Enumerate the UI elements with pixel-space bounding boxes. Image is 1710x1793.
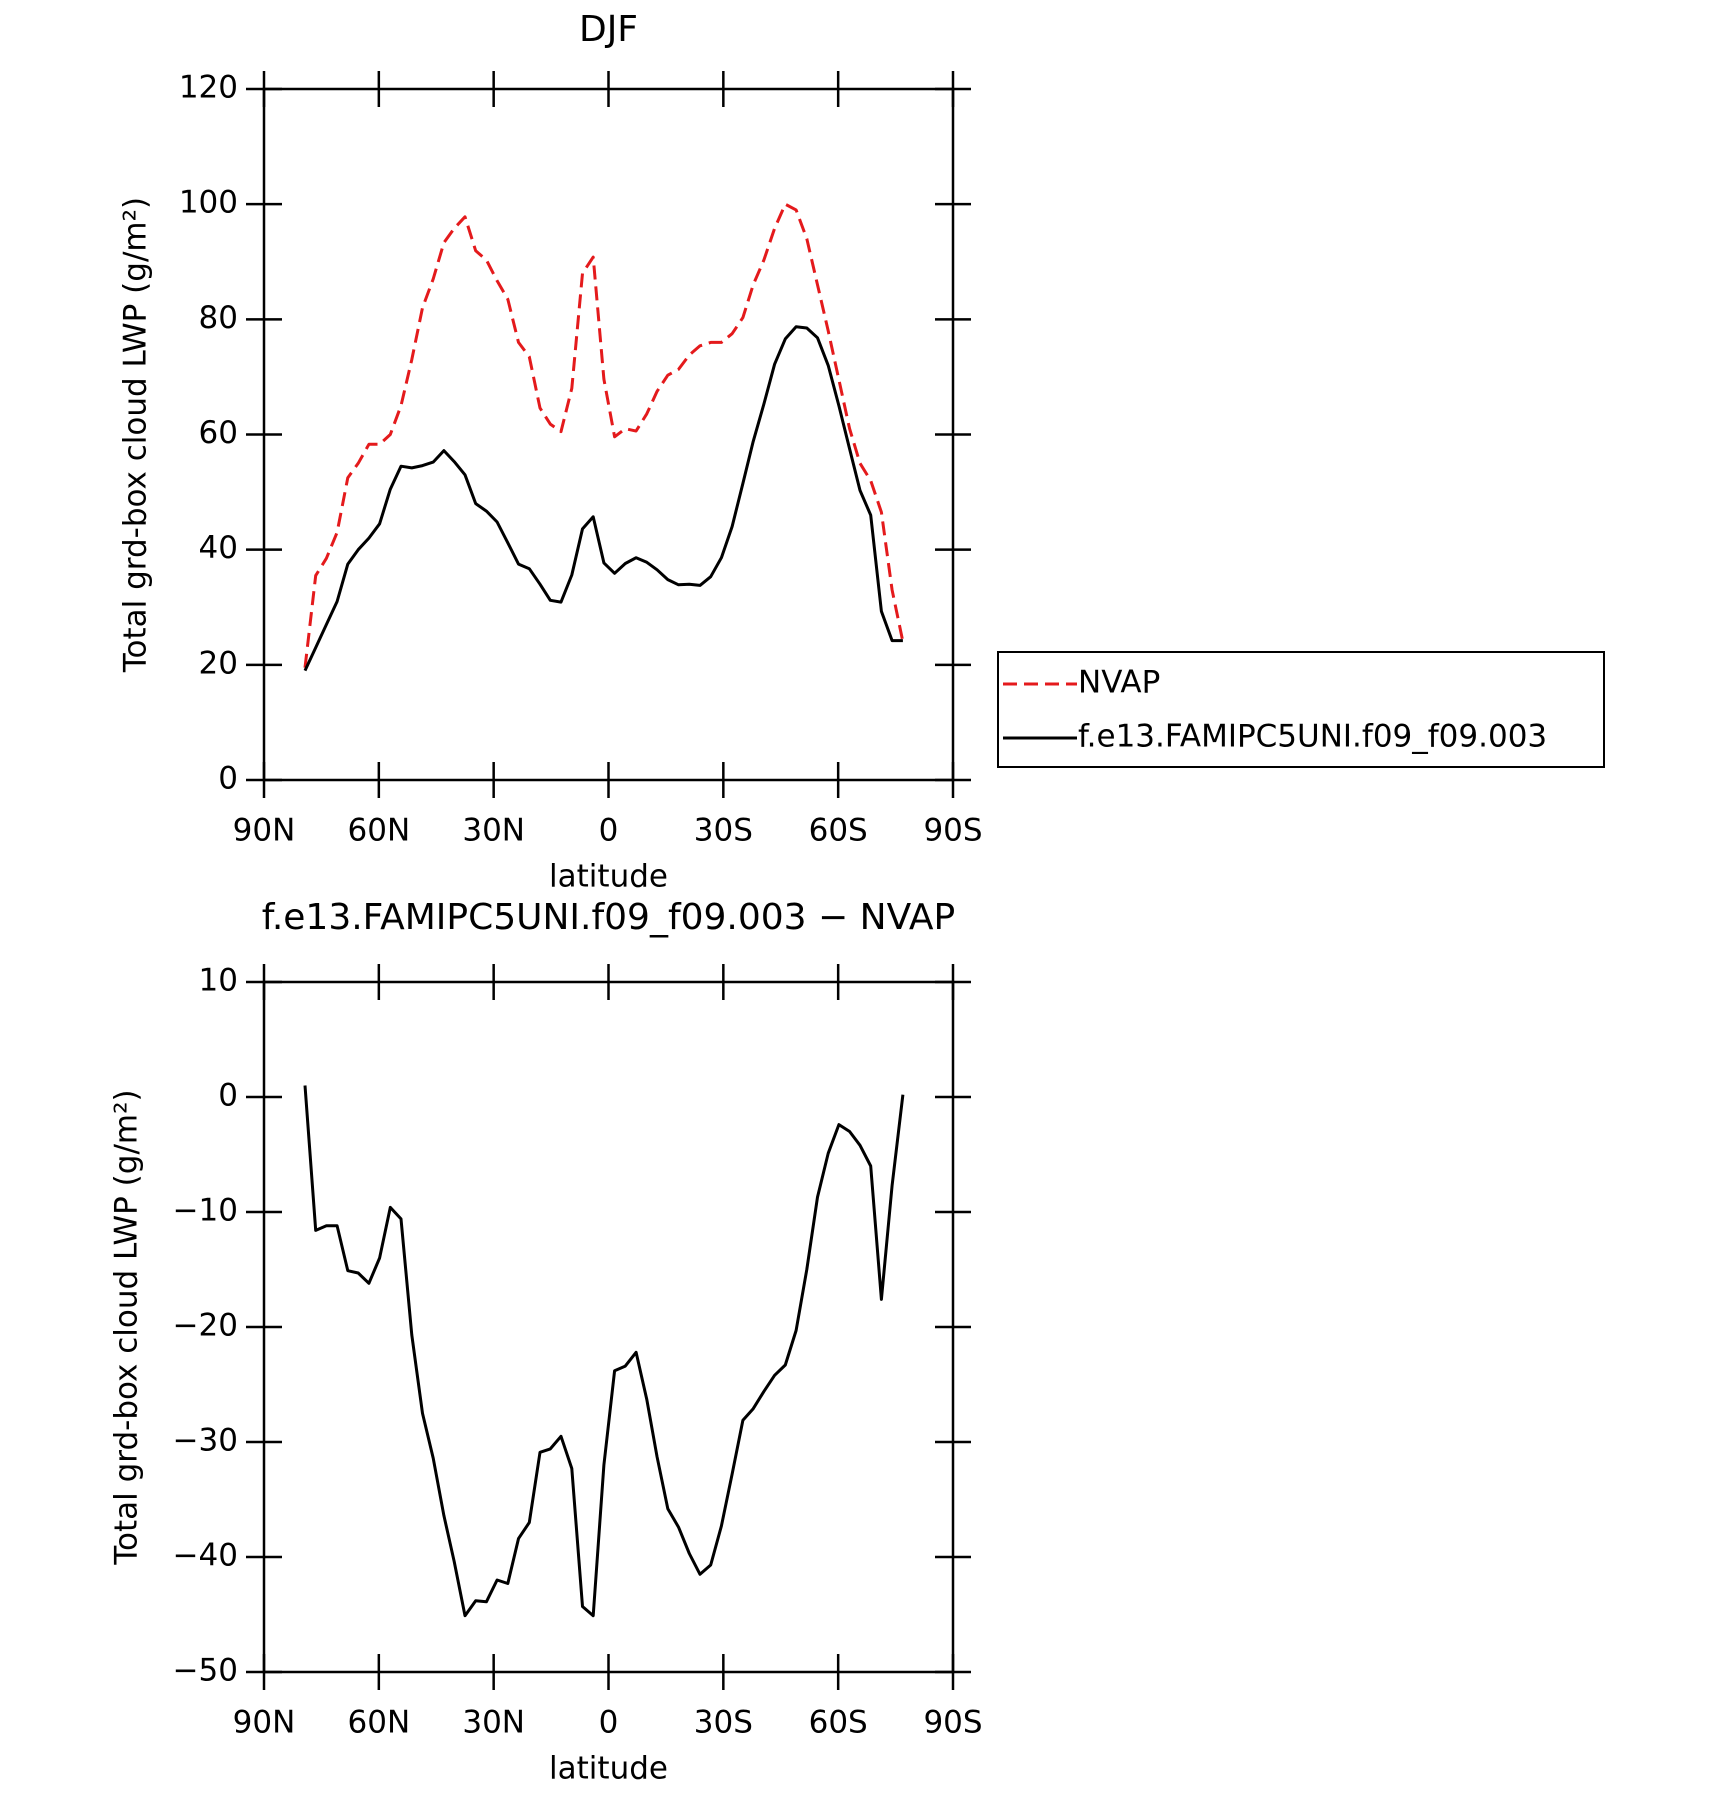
y-tick-label: 60 xyxy=(199,415,238,451)
y-tick-label: −10 xyxy=(173,1193,238,1229)
x-axis-label: latitude xyxy=(549,1751,668,1787)
x-tick-label: 30N xyxy=(462,1705,525,1741)
plot-frame xyxy=(262,980,955,1674)
x-tick-label: 30N xyxy=(462,813,525,849)
x-tick-label: 0 xyxy=(599,1705,619,1741)
legend-label: f.e13.FAMIPC5UNI.f09_f09.003 xyxy=(1078,719,1547,755)
y-tick-label: 80 xyxy=(199,300,238,336)
y-tick-label: 20 xyxy=(199,645,238,681)
y-axis-label: Total grd-box cloud LWP (g/m²) xyxy=(118,197,154,673)
x-tick-label: 60N xyxy=(348,1705,411,1741)
y-tick-label: −30 xyxy=(173,1423,238,1459)
y-tick-label: −40 xyxy=(173,1538,238,1574)
x-tick-label: 30S xyxy=(694,1705,753,1741)
y-tick-label: 100 xyxy=(179,185,238,221)
y-tick-label: 0 xyxy=(218,761,238,797)
x-axis-label: latitude xyxy=(549,859,668,895)
x-tick-label: 90N xyxy=(233,813,296,849)
x-tick-label: 90N xyxy=(233,1705,296,1741)
x-tick-label: 60S xyxy=(809,1705,868,1741)
series-line xyxy=(303,1085,905,1618)
y-tick-label: −50 xyxy=(173,1653,238,1689)
y-tick-label: 10 xyxy=(199,963,238,999)
chart-title: DJF xyxy=(579,9,638,50)
legend-box xyxy=(997,651,1605,768)
x-tick-label: 0 xyxy=(599,813,619,849)
legend-label: NVAP xyxy=(1078,665,1160,701)
y-axis-label: Total grd-box cloud LWP (g/m²) xyxy=(109,1089,145,1565)
x-tick-label: 60S xyxy=(809,813,868,849)
y-tick-label: 120 xyxy=(179,70,238,106)
series-line xyxy=(303,202,905,668)
y-tick-label: 40 xyxy=(199,530,238,566)
plot-frame xyxy=(262,87,955,782)
y-tick-label: −20 xyxy=(173,1308,238,1344)
x-tick-label: 60N xyxy=(348,813,411,849)
x-tick-label: 90S xyxy=(923,1705,982,1741)
x-tick-label: 30S xyxy=(694,813,753,849)
x-tick-label: 90S xyxy=(923,813,982,849)
series-line xyxy=(303,325,903,672)
chart-title: f.e13.FAMIPC5UNI.f09_f09.003 − NVAP xyxy=(262,897,955,938)
y-tick-label: 0 xyxy=(218,1078,238,1114)
